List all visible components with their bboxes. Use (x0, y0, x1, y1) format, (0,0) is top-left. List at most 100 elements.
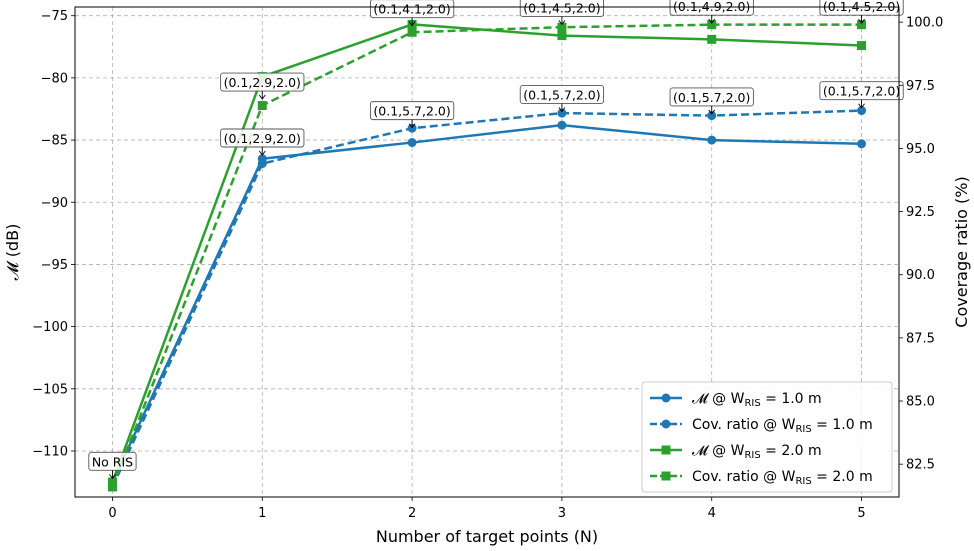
x-tick-label: 1 (258, 506, 266, 521)
legend-marker (661, 445, 671, 455)
x-tick-label: 2 (408, 506, 416, 521)
right-y-tick-label: 95.0 (906, 142, 935, 157)
legend-marker (661, 471, 671, 481)
annotation-arrowhead (258, 150, 266, 156)
annotation-arrowhead (258, 94, 266, 100)
data-point (857, 20, 867, 30)
left-y-tick-label: −90 (41, 196, 68, 211)
right-y-tick-label: 82.5 (906, 458, 935, 473)
legend-label: Cov. ratio @ WRIS = 2.0 m (692, 469, 873, 487)
legend-subscript: RIS (744, 398, 760, 409)
annotation-label: (0.1,2.9,2.0) (224, 75, 301, 90)
legend-label: 𝓜 @ WRIS = 2.0 m (692, 443, 822, 461)
data-point (257, 101, 267, 111)
legend-label: 𝓜 @ WRIS = 1.0 m (692, 391, 822, 409)
legend-tail: = 2.0 m (761, 443, 822, 459)
data-point (707, 135, 717, 145)
legend-subscript: RIS (744, 450, 760, 461)
legend-text: 𝓜 @ W (692, 391, 745, 407)
series-line (111, 123, 862, 483)
annotation: (0.1,5.7,2.0) (819, 81, 904, 109)
legend-tail: = 1.0 m (761, 391, 822, 407)
right-y-tick-label: 90.0 (906, 268, 935, 283)
left-y-tick-label: −110 (32, 444, 68, 459)
legend-text: Cov. ratio @ W (692, 417, 796, 433)
left-y-tick-label: −85 (41, 134, 68, 149)
annotation-label: (0.1,4.1,2.0) (373, 2, 450, 17)
legend-subscript: RIS (795, 476, 811, 487)
data-point (407, 27, 417, 37)
left-y-tick-label: −105 (32, 382, 68, 397)
left-y-tick-label: −100 (32, 320, 68, 335)
data-point (707, 111, 717, 121)
annotation-label: (0.1,5.7,2.0) (823, 84, 900, 99)
x-tick-label: 5 (857, 506, 865, 521)
annotation-label: No RIS (92, 454, 133, 469)
annotation: (0.1,5.7,2.0) (369, 101, 455, 129)
data-point (557, 120, 567, 130)
annotation: (0.1,4.9,2.0) (669, 0, 754, 24)
annotation-label: (0.1,5.7,2.0) (373, 104, 450, 119)
right-y-tick-label: 87.5 (906, 331, 935, 346)
data-point (407, 138, 417, 148)
annotation-label: (0.1,5.7,2.0) (523, 87, 600, 102)
annotation-arrowhead (858, 103, 865, 109)
legend-box (641, 381, 893, 493)
right-y-tick-label: 100.0 (906, 16, 943, 31)
x-tick-label: 4 (708, 506, 716, 521)
annotation: (0.1,2.9,2.0) (220, 128, 305, 156)
legend-tail: = 1.0 m (812, 417, 873, 433)
legend-marker (661, 393, 671, 403)
data-point (107, 477, 117, 487)
right-y-tick-label: 85.0 (906, 395, 935, 410)
right-y-axis-label: Coverage ratio (%) (952, 176, 971, 327)
legend-tail: = 2.0 m (812, 469, 873, 485)
legend-marker (661, 419, 671, 429)
data-point (857, 41, 867, 51)
left-y-tick-label: −80 (41, 71, 68, 86)
left-y-tick-label: −75 (41, 9, 68, 24)
data-point (857, 106, 867, 116)
series-line (111, 23, 862, 488)
right-y-tick-label: 92.5 (906, 205, 935, 220)
annotation-arrowhead (708, 109, 716, 115)
legend-entry: Cov. ratio @ WRIS = 1.0 m (650, 417, 873, 435)
annotation: No RIS (88, 451, 137, 480)
series-line (111, 109, 862, 488)
annotation: (0.1,4.5,2.0) (519, 0, 605, 26)
legend-label: Cov. ratio @ WRIS = 1.0 m (692, 417, 873, 435)
left-y-axis-label: 𝓜 (dB) (3, 224, 22, 281)
annotation-arrowhead (109, 474, 116, 480)
data-point (557, 31, 567, 41)
data-point (257, 159, 267, 169)
legend-text: 𝓜 @ W (692, 443, 745, 459)
right-y-tick-label: 97.5 (906, 79, 935, 94)
annotation: (0.1,4.1,2.0) (369, 0, 455, 27)
annotation-arrowhead (408, 123, 416, 129)
data-point (707, 20, 717, 30)
annotation: (0.1,4.5,2.0) (819, 0, 904, 24)
series-3 (107, 20, 867, 492)
series-0 (107, 120, 867, 487)
data-point (557, 22, 567, 32)
annotation: (0.1,5.7,2.0) (669, 87, 754, 115)
legend-entry: 𝓜 @ WRIS = 1.0 m (650, 391, 822, 409)
annotations: No RIS (0.1,2.9,2.0) (0.1,5.7,2.0) (0.1,5.7… (88, 0, 904, 480)
legend-text: Cov. ratio @ W (692, 469, 796, 485)
data-point (707, 34, 717, 44)
plot-frame (74, 6, 900, 498)
annotation-label: (0.1,4.5,2.0) (523, 0, 600, 15)
annotation-arrowhead (558, 20, 566, 26)
legend-entry: 𝓜 @ WRIS = 2.0 m (650, 443, 822, 461)
annotation: (0.1,5.7,2.0) (519, 85, 605, 113)
legend-entry: Cov. ratio @ WRIS = 2.0 m (650, 469, 873, 487)
data-point (107, 482, 117, 492)
data-point (857, 139, 867, 149)
legend-subscript: RIS (795, 424, 811, 435)
annotation: (0.1,2.9,2.0) (220, 72, 305, 100)
left-y-tick-label: −95 (41, 258, 68, 273)
annotation-arrowhead (858, 18, 865, 24)
